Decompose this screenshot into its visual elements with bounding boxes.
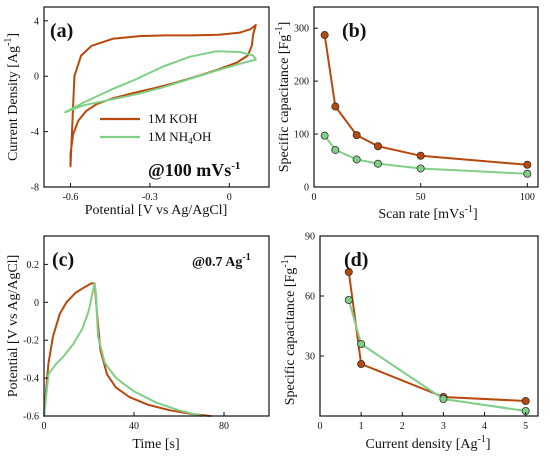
panel-d-ytick-label: 30	[305, 352, 315, 363]
panel-c-xtick-label: 80	[219, 421, 229, 432]
panel-b-series-koh-point	[331, 102, 340, 111]
panel-b-ylabel: Specific capacitance [Fg-1]	[274, 22, 292, 173]
panel-c: 0 40 80 -0.6 -0.4 -0.2 0 0.2 (c) @0.7 Ag-1 Time…	[6, 235, 270, 452]
panel-a-xtick-label: -0.6	[63, 192, 79, 203]
panel-d-ticks: 0 1 2 3 4 5 30 60 90	[305, 232, 528, 433]
panel-c-ytick-label: -0.4	[23, 374, 39, 385]
panel-b-series-nh4oh-point	[416, 164, 425, 173]
panel-b-series-nh4oh-point	[352, 155, 361, 164]
panel-a-ytick-label: -8	[31, 183, 39, 194]
panel-c-marks	[43, 282, 212, 417]
panel-d-ytick-label: 90	[305, 232, 315, 243]
panel-b-label: (b)	[342, 20, 366, 42]
panel-b-ytick-label: 0	[304, 183, 309, 194]
panel-a-xtick-label: 0	[227, 192, 232, 203]
panel-d-frame	[319, 235, 539, 417]
panel-b-series-koh-point	[320, 31, 329, 40]
panel-a-series-koh-line	[69, 24, 257, 168]
panel-b-ytick-label: 300	[294, 24, 309, 35]
panel-c-annotation: @0.7 Ag-1	[192, 252, 251, 270]
panel-c-series-nh4oh-line	[43, 282, 203, 417]
panel-b-series-nh4oh-point	[373, 159, 382, 168]
panel-d-series-nh4oh-point	[357, 339, 366, 348]
panel-b-series-nh4oh-line	[323, 134, 529, 175]
panel-c-ylabel: Potential [V vs Ag/AgCl]	[6, 255, 21, 397]
panel-a-xlabel: Potential [V vs Ag/AgCl]	[85, 203, 227, 218]
panel-c-xtick-label: 40	[129, 421, 139, 432]
panel-a: -0.6 -0.3 0 -8 -4 0 4 (a) 1M KOH 1M NH4OH @100…	[3, 6, 270, 218]
panel-d-ylabel: Specific capacitance [Fg-1]	[280, 255, 298, 406]
panel-b-ticks: 0 50 100 0 100 200 300	[294, 24, 535, 203]
panel-d-series-nh4oh-point	[344, 295, 353, 304]
panel-d-series-nh4oh-line	[347, 299, 527, 412]
panel-b-series-nh4oh-point	[523, 169, 532, 178]
panel-d-series-koh-point	[344, 267, 353, 276]
panel-c-ytick-label: -0.2	[23, 336, 39, 347]
panel-d-series-koh-point	[521, 396, 530, 405]
panel-b-xlabel: Scan rate [mVs-1]	[378, 204, 477, 222]
panel-c-ytick-label: -0.6	[23, 412, 39, 423]
panel-d-series-koh-line	[347, 271, 527, 402]
panel-b-ytick-label: 100	[294, 130, 309, 141]
panel-b-xtick-label: 100	[520, 192, 535, 203]
panel-a-label: (a)	[50, 20, 73, 42]
panel-a-ytick-label: -4	[31, 127, 39, 138]
panel-d-xtick-label: 3	[441, 421, 446, 432]
panel-c-frame	[43, 235, 270, 417]
panel-d-xtick-label: 5	[523, 421, 528, 432]
panel-b-ytick-label: 200	[294, 77, 309, 88]
legend-nh4oh-label: 1M NH4OH	[148, 129, 211, 146]
panel-b-series-nh4oh-point	[331, 145, 340, 154]
panel-b-series-nh4oh-point	[320, 131, 329, 140]
panel-b-marks	[320, 31, 532, 178]
panel-a-marks	[64, 24, 257, 168]
panel-b: 0 50 100 0 100 200 300 (b) Scan rate [mVs-1] S…	[274, 6, 539, 222]
panel-a-ticks: -0.6 -0.3 0 -8 -4 0 4	[31, 16, 232, 203]
panel-a-frame	[43, 6, 270, 188]
panel-c-xtick-label: 0	[42, 421, 47, 432]
panel-d-xlabel: Current density [Ag-1]	[366, 434, 491, 452]
panel-b-xtick-label: 0	[312, 192, 317, 203]
panel-b-series-koh-point	[416, 151, 425, 160]
panel-d-xtick-label: 4	[482, 421, 487, 432]
panel-a-ytick-label: 0	[34, 72, 39, 83]
panel-d-series-koh-point	[357, 359, 366, 368]
panel-d-xtick-label: 1	[359, 421, 364, 432]
panel-c-xlabel: Time [s]	[132, 437, 179, 452]
panel-c-ticks: 0 40 80 -0.6 -0.4 -0.2 0 0.2	[23, 260, 229, 432]
panel-a-ytick-label: 4	[34, 16, 39, 27]
panel-d-xtick-label: 2	[400, 421, 405, 432]
panel-d-label: (d)	[344, 249, 368, 271]
panel-b-xtick-label: 50	[416, 192, 426, 203]
panel-b-frame	[313, 6, 539, 188]
panel-d-xtick-label: 0	[318, 421, 323, 432]
panel-d-ytick-label: 60	[305, 292, 315, 303]
panel-b-series-koh-point	[523, 160, 532, 169]
panel-a-series-nh4oh-line	[64, 50, 257, 114]
panel-b-series-koh-line	[323, 34, 529, 166]
panel-b-series-koh-point	[373, 142, 382, 151]
panel-a-xtick-label: -0.3	[142, 192, 158, 203]
panel-c-label: (c)	[52, 249, 74, 271]
panel-c-ytick-label: 0	[34, 298, 39, 309]
panel-a-ylabel: Current Density [Ag-1]	[3, 33, 21, 161]
panel-c-ytick-label: 0.2	[27, 260, 40, 271]
panel-a-annotation: @100 mVs-1	[148, 160, 240, 180]
panel-d-series-nh4oh-point	[439, 394, 448, 403]
panel-b-series-koh-point	[352, 131, 361, 140]
legend-koh-label: 1M KOH	[148, 111, 197, 126]
panel-d-marks	[344, 267, 530, 415]
panel-a-legend: 1M KOH 1M NH4OH	[100, 111, 211, 146]
